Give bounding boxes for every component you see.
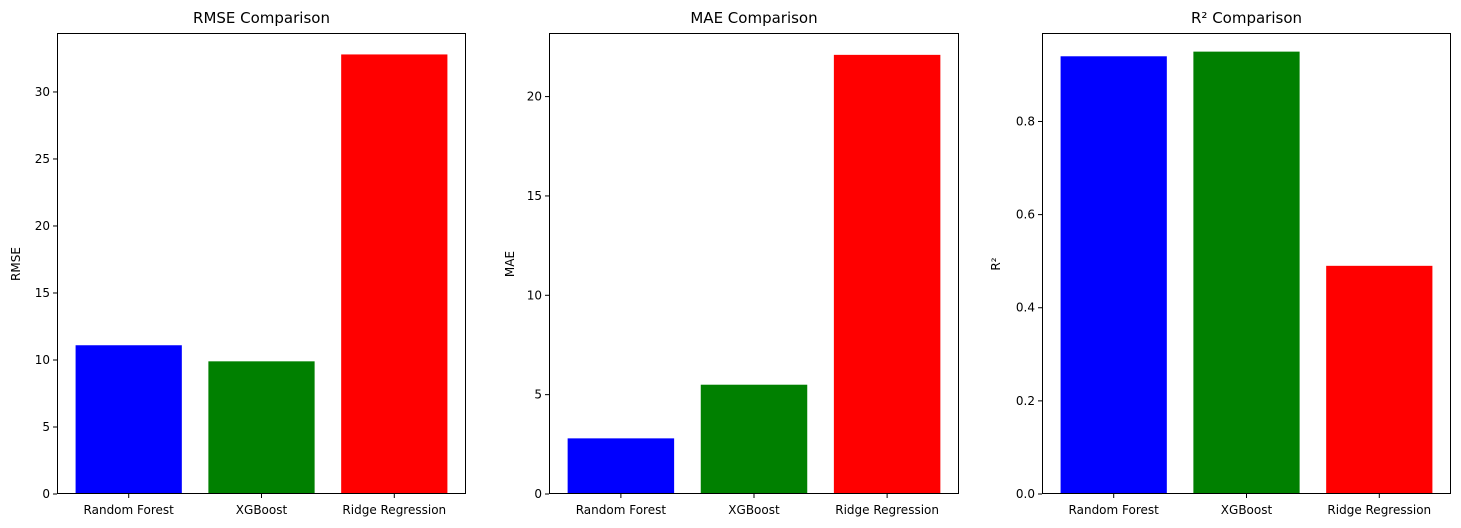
x-axis-ticks: Random Forest XGBoost Ridge Regression (1069, 494, 1431, 517)
x-axis-ticks: Random Forest XGBoost Ridge Regression (84, 494, 446, 517)
x-axis-ticks: Random Forest XGBoost Ridge Regression (576, 494, 939, 517)
x-tick-label: Random Forest (84, 503, 175, 517)
y-axis-ticks: 0 5 10 15 20 (527, 90, 549, 501)
x-tick-label: Random Forest (1069, 503, 1160, 517)
axes-frame (549, 33, 959, 494)
x-tick-label: Ridge Regression (1327, 503, 1431, 517)
y-axis-ticks: 0 5 10 15 20 25 30 (35, 85, 57, 501)
bar-xgboost (208, 361, 315, 494)
bar-xgboost (700, 384, 808, 494)
y-tick-label: 0.8 (1016, 114, 1035, 128)
subplot-r2: R² Comparison R² 0.0 0.2 0.4 0.6 0.8 Random … (989, 9, 1451, 517)
y-tick-label: 15 (527, 189, 542, 203)
bar-group (75, 54, 448, 494)
x-tick-label: Ridge Regression (342, 503, 446, 517)
bar-xgboost (1193, 51, 1300, 495)
y-axis-label: RMSE (9, 247, 23, 281)
y-tick-label: 0.0 (1016, 487, 1035, 501)
y-tick-label: 0 (42, 487, 50, 501)
subplot-title: RMSE Comparison (193, 9, 330, 27)
y-axis-ticks: 0.0 0.2 0.4 0.6 0.8 (1016, 114, 1042, 501)
y-tick-label: 0.4 (1016, 301, 1035, 315)
subplot-title: MAE Comparison (690, 9, 817, 27)
bar-group (1060, 51, 1433, 495)
y-axis-label: MAE (503, 251, 517, 277)
y-tick-label: 25 (35, 152, 50, 166)
bar-group (567, 54, 941, 494)
y-tick-label: 20 (527, 90, 542, 104)
bar-ridge-regression (833, 54, 941, 494)
y-tick-label: 20 (35, 219, 50, 233)
y-tick-label: 10 (527, 288, 542, 302)
y-tick-label: 0 (534, 487, 542, 501)
bar-random-forest (567, 438, 675, 494)
x-tick-label: Ridge Regression (835, 503, 939, 517)
axes-frame (57, 33, 466, 494)
y-tick-label: 0.2 (1016, 394, 1035, 408)
bar-random-forest (1060, 56, 1167, 494)
bar-ridge-regression (1326, 265, 1433, 494)
y-tick-label: 30 (35, 85, 50, 99)
y-tick-label: 5 (42, 420, 50, 434)
axes-frame (1042, 33, 1451, 494)
x-tick-label: XGBoost (236, 503, 288, 517)
y-tick-label: 15 (35, 286, 50, 300)
y-tick-label: 5 (534, 388, 542, 402)
bar-ridge-regression (341, 54, 448, 494)
subplot-mae: MAE Comparison MAE 0 5 10 15 20 Random Fores… (503, 9, 959, 517)
y-axis-label: R² (989, 257, 1003, 270)
bar-random-forest (75, 345, 182, 494)
y-tick-label: 0.6 (1016, 208, 1035, 222)
y-tick-label: 10 (35, 353, 50, 367)
x-tick-label: XGBoost (1221, 503, 1273, 517)
subplot-title: R² Comparison (1191, 9, 1302, 27)
x-tick-label: Random Forest (576, 503, 667, 517)
x-tick-label: XGBoost (728, 503, 780, 517)
subplot-rmse: RMSE Comparison RMSE 0 5 10 15 20 25 30 Random… (9, 9, 466, 517)
